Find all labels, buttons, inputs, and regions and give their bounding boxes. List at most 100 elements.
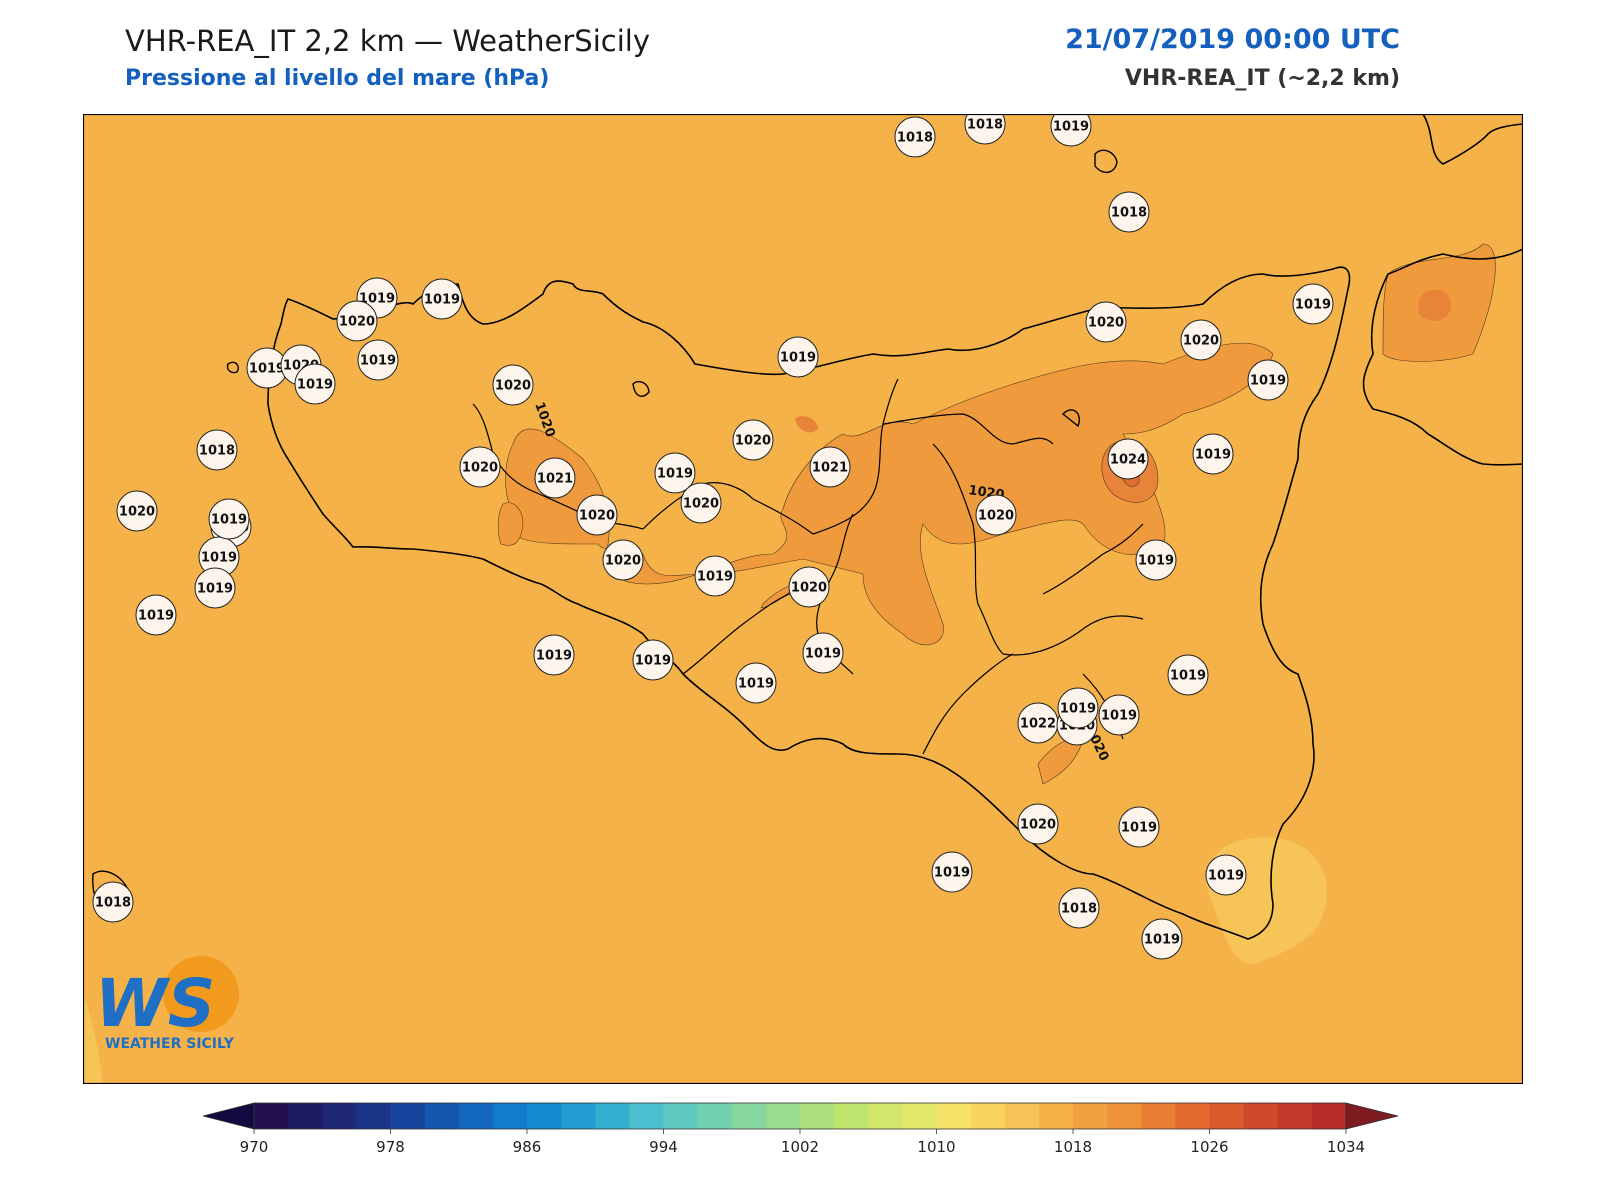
station-circle bbox=[975, 494, 1017, 536]
station-pressure-value: 1020 bbox=[339, 315, 375, 330]
station-pressure-value: 1019 bbox=[211, 513, 247, 528]
station-marker: 1020 bbox=[1180, 319, 1222, 361]
station-circle bbox=[777, 336, 819, 378]
station-marker: 1019 bbox=[654, 452, 696, 494]
station-circle bbox=[694, 555, 736, 597]
station-pressure-value: 1019 bbox=[1101, 709, 1137, 724]
station-pressure-value: 1018 bbox=[1111, 206, 1147, 221]
station-pressure-value: 1019 bbox=[934, 866, 970, 881]
station-pressure-value: 1019 bbox=[697, 570, 733, 585]
station-marker: 1020 bbox=[680, 482, 722, 524]
station-circle bbox=[964, 114, 1006, 145]
colorbar-cell bbox=[492, 1103, 528, 1129]
colorbar-cell bbox=[663, 1103, 699, 1129]
station-marker: 1020 bbox=[788, 566, 830, 608]
station-circle bbox=[680, 482, 722, 524]
station-circle bbox=[1098, 694, 1140, 736]
station-pressure-value: 1019 bbox=[635, 654, 671, 669]
colorbar-tick-label: 970 bbox=[240, 1138, 269, 1156]
station-circle bbox=[1167, 654, 1209, 696]
station-circle bbox=[931, 851, 973, 893]
colorbar-cell bbox=[800, 1103, 835, 1129]
station-circle bbox=[196, 429, 238, 471]
station-pressure-value: 1020 bbox=[1020, 818, 1056, 833]
station-marker: 1020 bbox=[492, 364, 534, 406]
station-marker: 1019 bbox=[1135, 539, 1177, 581]
station-marker: 1019 bbox=[294, 363, 336, 405]
colorbar-cell bbox=[834, 1103, 869, 1129]
logo-sun bbox=[163, 956, 239, 1032]
station-marker: 1020 bbox=[1017, 803, 1059, 845]
station-marker: 1019 bbox=[1057, 687, 1099, 729]
station-marker: 1019 bbox=[1141, 918, 1183, 960]
station-circle bbox=[1205, 854, 1247, 896]
station-pressure-value: 1020 bbox=[791, 581, 827, 596]
station-marker: 1019 bbox=[694, 555, 736, 597]
station-pressure-value: 1019 bbox=[1121, 821, 1157, 836]
station-marker: 1019 bbox=[1118, 806, 1160, 848]
colorbar-cells bbox=[254, 1103, 1347, 1129]
station-circle bbox=[788, 566, 830, 608]
station-circle bbox=[492, 364, 534, 406]
station-pressure-value: 1020 bbox=[1183, 334, 1219, 349]
station-marker: 1018 bbox=[894, 116, 936, 158]
colorbar-cell bbox=[595, 1103, 630, 1129]
colorbar-cell bbox=[731, 1103, 767, 1129]
station-circle bbox=[534, 457, 576, 499]
map-frame bbox=[83, 114, 1523, 1084]
station-marker: 1019 bbox=[246, 347, 288, 389]
colorbar-tick-label: 1034 bbox=[1327, 1138, 1365, 1156]
station-pressure-value: 1020 bbox=[978, 509, 1014, 524]
station-markers: 1018 1018 1019 1018 1019 1019 1019 1019 1020 1020… bbox=[92, 114, 1334, 960]
station-marker: 1021 bbox=[809, 446, 851, 488]
station-circle bbox=[1108, 191, 1150, 233]
low-pressure-patch-sw bbox=[83, 994, 103, 1084]
station-circle bbox=[116, 490, 158, 532]
station-pressure-value: 1019 bbox=[360, 354, 396, 369]
station-marker: 1019 bbox=[198, 536, 240, 578]
station-circle bbox=[1085, 301, 1127, 343]
colorbar-tick-label: 1026 bbox=[1190, 1138, 1228, 1156]
station-pressure-value: 1024 bbox=[1110, 453, 1146, 468]
station-pressure-value: 1021 bbox=[537, 472, 573, 487]
colorbar-cell bbox=[1311, 1103, 1347, 1129]
colorbar-tick-label: 1018 bbox=[1054, 1138, 1092, 1156]
station-circle bbox=[421, 278, 463, 320]
station-circle bbox=[1247, 359, 1289, 401]
station-pressure-value: 1019 bbox=[1138, 554, 1174, 569]
station-pressure-value: 1020 bbox=[683, 497, 719, 512]
station-circle bbox=[632, 639, 674, 681]
station-marker: 1020 bbox=[459, 446, 501, 488]
station-marker: 1022 bbox=[1017, 702, 1059, 744]
station-circle bbox=[357, 339, 399, 381]
station-circle bbox=[732, 419, 774, 461]
colorbar-cell bbox=[765, 1103, 801, 1129]
station-circle bbox=[1135, 539, 1177, 581]
station-pressure-value: 1020 bbox=[1088, 316, 1124, 331]
station-pressure-value: 1019 bbox=[1195, 448, 1231, 463]
station-circle bbox=[1192, 433, 1234, 475]
station-pressure-value: 1019 bbox=[1295, 298, 1331, 313]
station-circle bbox=[735, 662, 777, 704]
colorbar-cell bbox=[868, 1103, 903, 1129]
station-pressure-value: 1019 bbox=[424, 293, 460, 308]
station-pressure-value: 1020 bbox=[119, 505, 155, 520]
station-pressure-value: 1019 bbox=[249, 362, 285, 377]
station-pressure-value: 1019 bbox=[138, 609, 174, 624]
station-marker: 1019 bbox=[208, 498, 250, 540]
station-circle bbox=[336, 300, 378, 342]
station-circle bbox=[602, 539, 644, 581]
station-pressure-value: 1019 bbox=[1053, 120, 1089, 135]
colorbar-under-arrow bbox=[202, 1102, 255, 1130]
station-pressure-value: 1019 bbox=[297, 378, 333, 393]
station-pressure-value: 1022 bbox=[1020, 717, 1056, 732]
calabria-coastline bbox=[1362, 114, 1523, 466]
station-marker: 1018 bbox=[196, 429, 238, 471]
colorbar-cell bbox=[527, 1103, 562, 1129]
colorbar-cell bbox=[254, 1103, 289, 1129]
station-marker: 1020 bbox=[732, 419, 774, 461]
station-marker: 1018 bbox=[92, 881, 134, 923]
station-pressure-value: 1019 bbox=[359, 292, 395, 307]
station-pressure-value: 1019 bbox=[197, 582, 233, 597]
